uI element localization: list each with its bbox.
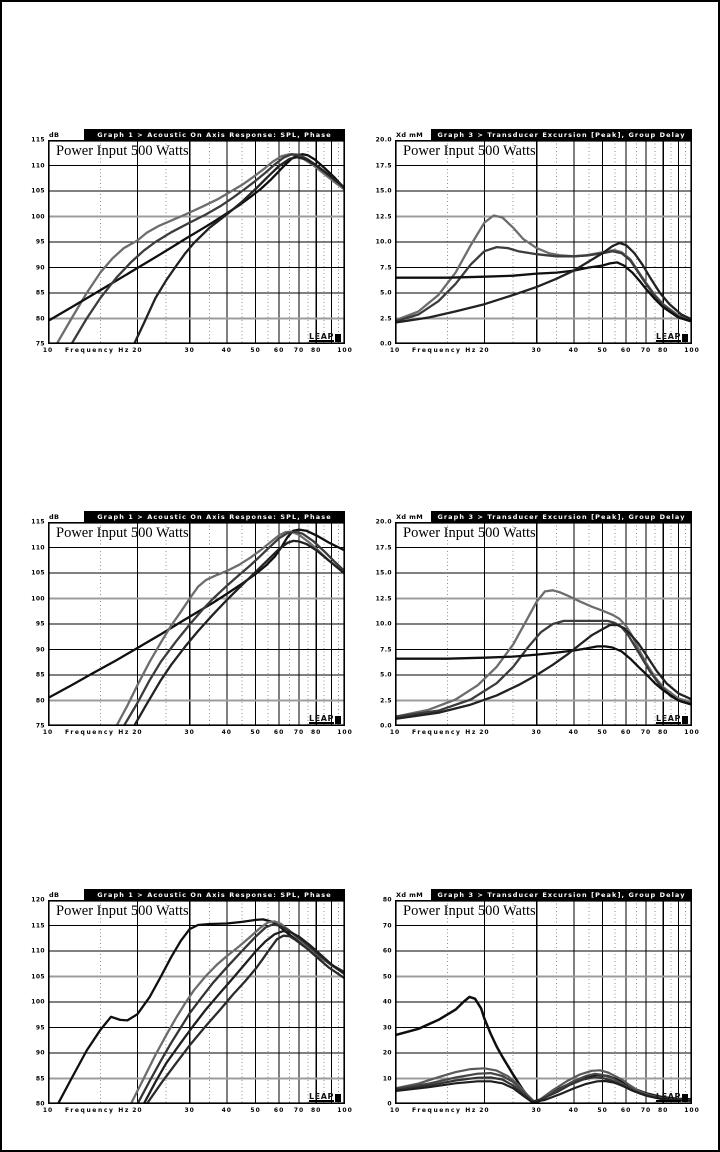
chart-canvas xyxy=(48,522,345,726)
series-excursion-hump-1 xyxy=(395,1067,692,1104)
leap-logo-text: LEAP xyxy=(655,714,681,724)
grid xyxy=(48,900,345,1104)
x-axis-title: Frequency Hz xyxy=(412,347,477,354)
plot-border xyxy=(395,140,692,344)
chart-excursion-row3: Graph 3 > Transducer Excursion [Peak], G… xyxy=(383,889,699,1114)
series-excursion-rising xyxy=(395,623,692,721)
x-axis-title: Frequency Hz xyxy=(412,1107,477,1114)
grid xyxy=(395,140,692,344)
plot-border xyxy=(395,900,692,1104)
series-curve-bump xyxy=(56,918,345,1104)
chart-header: Graph 1 > Acoustic On Axis Response: SPL… xyxy=(84,511,345,522)
leap-logo: LEAP xyxy=(655,332,688,342)
leap-logo-block xyxy=(335,1094,341,1102)
chart-header: Graph 1 > Acoustic On Axis Response: SPL… xyxy=(84,129,345,140)
y-axis-unit-label: dB xyxy=(49,513,60,521)
grid xyxy=(395,900,692,1104)
chart-canvas xyxy=(395,522,692,726)
chart-canvas xyxy=(48,900,345,1104)
series-curve-gray xyxy=(129,920,345,1104)
power-annotation: Power Input 500 Watts xyxy=(56,143,189,159)
chart-header: Graph 3 > Transducer Excursion [Peak], G… xyxy=(431,129,692,140)
power-annotation: Power Input 500 Watts xyxy=(403,143,536,159)
power-annotation: Power Input 500 Watts xyxy=(403,903,536,919)
grid xyxy=(395,522,692,726)
x-axis-title: Frequency Hz xyxy=(65,347,130,354)
series-excursion-dark-hump xyxy=(395,245,692,323)
series-excursion-rising xyxy=(395,241,692,324)
leap-logo: LEAP xyxy=(655,714,688,724)
series-curve-dark-3 xyxy=(132,539,345,726)
chart-spl-row3: Graph 1 > Acoustic On Axis Response: SPL… xyxy=(31,889,352,1114)
series-excursion-flat xyxy=(395,645,692,706)
leap-logo-text: LEAP xyxy=(655,332,681,342)
chart-excursion-row2: Graph 3 > Transducer Excursion [Peak], G… xyxy=(376,511,699,736)
series-curve-dark-2 xyxy=(122,530,345,726)
leap-logo-text: LEAP xyxy=(655,1092,681,1102)
series-curve-dark-3 xyxy=(132,156,345,344)
leap-logo: LEAP xyxy=(308,332,341,342)
y-axis-unit-label: Xd mM xyxy=(396,891,424,899)
chart-canvas xyxy=(395,140,692,344)
leap-logo-block xyxy=(682,1094,688,1102)
leap-logo-block xyxy=(682,334,688,342)
power-annotation: Power Input 500 Watts xyxy=(56,903,189,919)
leap-logo-block xyxy=(335,716,341,724)
plot-border xyxy=(48,522,345,726)
power-annotation: Power Input 500 Watts xyxy=(56,525,189,541)
chart-spl-row2: Graph 1 > Acoustic On Axis Response: SPL… xyxy=(31,511,352,736)
series-curve-black-diagonal xyxy=(48,153,345,323)
leap-logo-text: LEAP xyxy=(308,332,334,342)
y-axis-unit-label: Xd mM xyxy=(396,513,424,521)
chart-header: Graph 3 > Transducer Excursion [Peak], G… xyxy=(431,511,692,522)
chart-header: Graph 1 > Acoustic On Axis Response: SPL… xyxy=(84,889,345,900)
plot-border xyxy=(395,522,692,726)
series-excursion-hump-4 xyxy=(395,1079,692,1104)
series-curve-dark-3 xyxy=(142,929,345,1104)
leap-logo: LEAP xyxy=(308,1092,341,1102)
x-axis-title: Frequency Hz xyxy=(65,1107,130,1114)
x-axis-title: Frequency Hz xyxy=(412,729,477,736)
y-axis-unit-label: dB xyxy=(49,131,60,139)
series-curve-dark-2 xyxy=(70,153,345,344)
leap-logo: LEAP xyxy=(308,714,341,724)
leap-logo-text: LEAP xyxy=(308,714,334,724)
series-curve-black-diagonal xyxy=(48,528,345,700)
y-axis-unit-label: Xd mM xyxy=(396,131,424,139)
leap-logo-block xyxy=(682,716,688,724)
grid xyxy=(48,522,345,726)
plot-border xyxy=(48,900,345,1104)
leap-logo-text: LEAP xyxy=(308,1092,334,1102)
leap-logo: LEAP xyxy=(655,1092,688,1102)
leap-logo-block xyxy=(335,334,341,342)
series-curve-dark-4 xyxy=(145,934,345,1104)
chart-canvas xyxy=(48,140,345,344)
chart-header: Graph 3 > Transducer Excursion [Peak], G… xyxy=(431,889,692,900)
plot-border xyxy=(48,140,345,344)
series-curve-gray xyxy=(55,153,345,344)
y-axis-unit-label: dB xyxy=(49,891,60,899)
power-annotation: Power Input 500 Watts xyxy=(403,525,536,541)
chart-spl-row1: Graph 1 > Acoustic On Axis Response: SPL… xyxy=(31,129,352,354)
series-excursion-plateau xyxy=(395,619,692,718)
chart-canvas xyxy=(395,900,692,1104)
chart-excursion-row1: Graph 3 > Transducer Excursion [Peak], G… xyxy=(376,129,699,354)
series-curve-gray xyxy=(115,530,345,726)
x-axis-title: Frequency Hz xyxy=(65,729,130,736)
series-excursion-flat xyxy=(395,261,692,323)
